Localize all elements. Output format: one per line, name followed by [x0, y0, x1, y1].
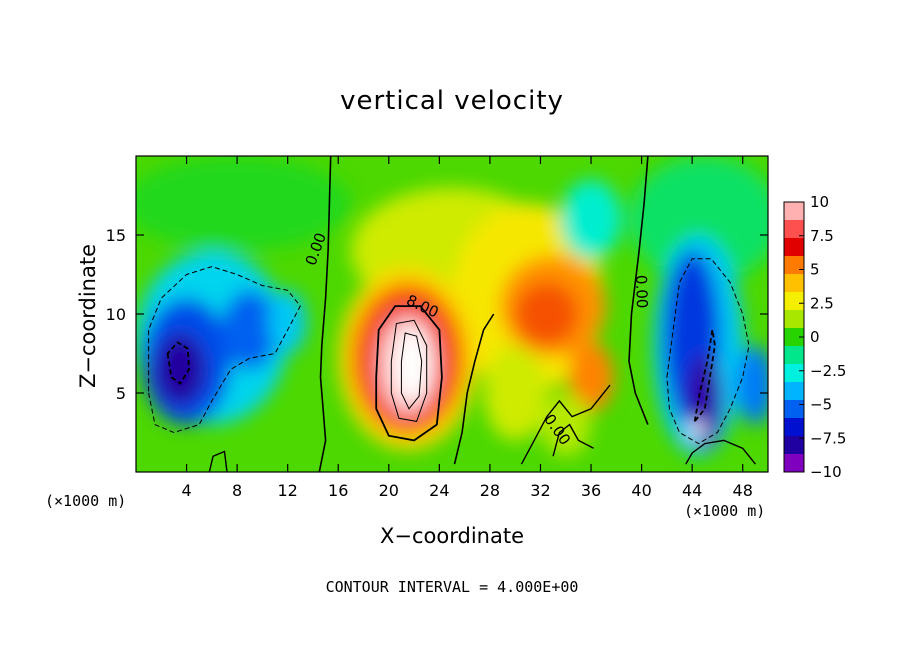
contour-line-12 — [685, 439, 756, 465]
x-tick-label-8: 36 — [581, 481, 601, 500]
contour-line-9 — [166, 341, 191, 385]
colorbar-segment-2 — [784, 238, 804, 257]
field-cell-24 — [690, 419, 704, 439]
contour-interval-note: CONTOUR INTERVAL = 4.000E+00 — [325, 578, 579, 596]
colorbar-segment-7 — [784, 328, 804, 347]
colorbar-tick-label-1: 7.5 — [810, 227, 834, 245]
contour-line-3 — [520, 384, 611, 465]
field-cell-8 — [221, 290, 278, 370]
x-tick-label-0: 4 — [181, 481, 191, 500]
colorbar-tick-label-3: 2.5 — [810, 294, 834, 312]
x-axis-label: X−coordinate — [380, 524, 524, 548]
field-cell-4 — [560, 179, 622, 259]
x-unit-label-right: (×1000 m) — [684, 502, 766, 520]
contour-line-11 — [693, 329, 716, 422]
colorbar-segment-12 — [784, 418, 804, 437]
colorbar-segment-5 — [784, 292, 804, 311]
colorbar-segment-14 — [784, 454, 804, 473]
y-tick-label-1: 10 — [106, 305, 126, 324]
colorbar-tick-label-7: −7.5 — [810, 429, 846, 447]
contour-line-1 — [453, 313, 495, 465]
contour-line-8 — [148, 266, 301, 434]
field-cell-7 — [154, 332, 206, 406]
colorbar-segment-0 — [784, 202, 804, 221]
x-tick-label-5: 24 — [429, 481, 449, 500]
x-tick-label-1: 8 — [232, 481, 242, 500]
contour-line-6 — [390, 319, 428, 422]
colorbar-segment-9 — [784, 364, 804, 383]
x-axis-ticks: 4 8 12 16 20 24 28 32 36 40 44 48 — [181, 156, 753, 500]
x-tick-label-4: 20 — [379, 481, 399, 500]
y-tick-label-0: 5 — [116, 384, 126, 403]
field-cell-17 — [483, 345, 547, 441]
contour-line-2 — [628, 156, 649, 425]
field-cell-3 — [628, 156, 768, 283]
x-tick-label-11: 48 — [733, 481, 753, 500]
colorbar-tick-label-4: 0 — [810, 328, 820, 346]
contour-lines — [148, 156, 756, 472]
x-tick-label-9: 40 — [631, 481, 651, 500]
colorbar-segment-8 — [784, 346, 804, 365]
colorbar-tick-label-8: −10 — [810, 463, 842, 481]
contour-line-0 — [318, 156, 332, 472]
colorbar-segment-11 — [784, 400, 804, 419]
colorbar-segment-1 — [784, 220, 804, 239]
field-cell-13 — [736, 345, 768, 425]
contour-line-5 — [375, 305, 443, 442]
x-tick-label-7: 32 — [530, 481, 550, 500]
x-tick-label-2: 12 — [278, 481, 298, 500]
field-cell-2 — [136, 156, 351, 251]
contour-label-2: 0.00 — [632, 275, 651, 309]
x-unit-label-left: (×1000 m) — [45, 492, 127, 510]
contour-line-10 — [666, 258, 750, 445]
colorbar-tick-label-2: 5 — [810, 261, 820, 279]
contour-line-7 — [400, 332, 423, 410]
colorbar-tick-label-6: −5 — [810, 396, 832, 414]
field-cell-9 — [268, 290, 307, 354]
colorbar-tick-label-5: −2.5 — [810, 362, 846, 380]
contour-line-4 — [552, 423, 594, 457]
contour-line-13 — [208, 450, 228, 472]
x-tick-label-6: 28 — [480, 481, 500, 500]
colorbar-segment-10 — [784, 382, 804, 401]
x-tick-label-10: 44 — [682, 481, 702, 500]
field-cell-15 — [515, 282, 579, 346]
x-tick-label-3: 16 — [328, 481, 348, 500]
colorbar-tick-label-0: 10 — [810, 193, 829, 211]
colorbar-segment-4 — [784, 274, 804, 293]
velocity-field — [136, 156, 768, 472]
colorbar-segment-3 — [784, 256, 804, 275]
colorbar-segment-6 — [784, 310, 804, 329]
colorbar-segment-13 — [784, 436, 804, 455]
y-axis-ticks: 5 10 15 — [106, 226, 768, 403]
chart-title: vertical velocity — [340, 86, 564, 116]
colorbar: 10 7.5 5 2.5 0 −2.5 −5 −7.5 −10 — [783, 193, 846, 481]
y-tick-label-2: 15 — [106, 226, 126, 245]
